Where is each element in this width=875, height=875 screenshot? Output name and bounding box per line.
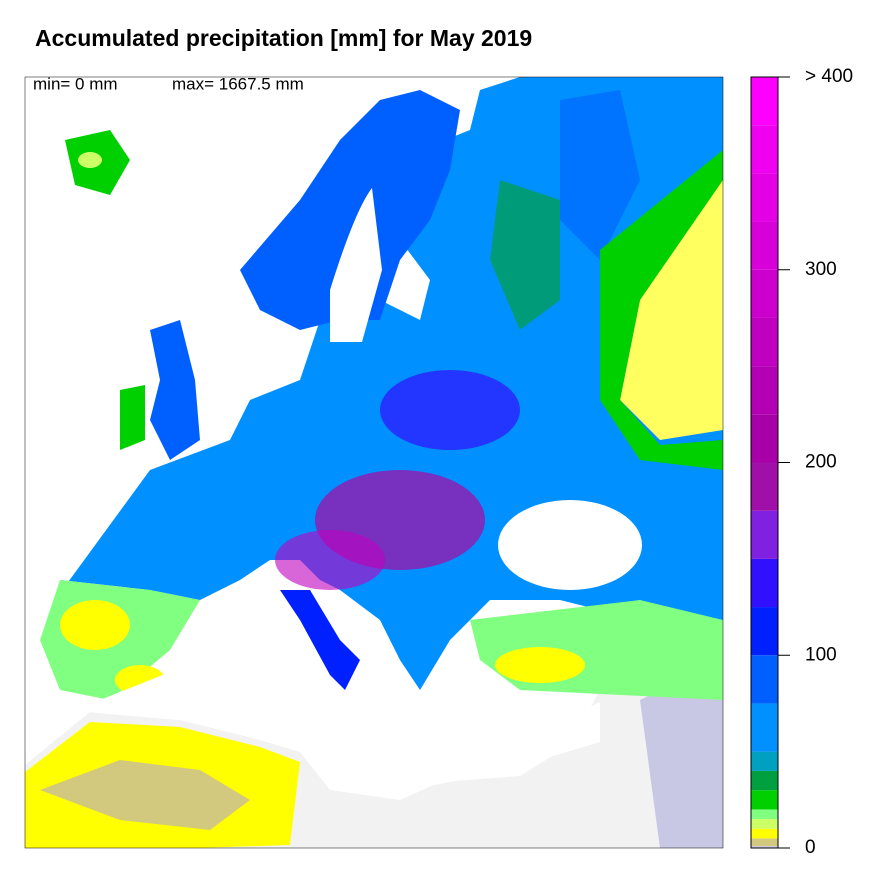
region-dry xyxy=(78,152,102,168)
color-bin xyxy=(751,828,778,839)
region-moderate xyxy=(600,150,723,470)
color-bin xyxy=(751,809,778,820)
sea-baltic xyxy=(330,188,382,342)
region-dry xyxy=(40,760,250,830)
color-bin xyxy=(751,655,778,704)
land-britain xyxy=(150,320,200,460)
tick-label: 300 xyxy=(805,259,837,280)
region-moderate xyxy=(490,180,560,330)
color-bin xyxy=(751,462,778,511)
min-label: min= 0 mm xyxy=(33,74,118,93)
tick-label: 0 xyxy=(805,837,816,858)
region-wet xyxy=(560,90,640,260)
color-bin xyxy=(751,77,778,126)
color-bin xyxy=(751,751,778,771)
color-bin xyxy=(751,414,778,463)
land-italy xyxy=(280,590,360,690)
color-bin xyxy=(751,558,778,608)
color-bin xyxy=(751,607,778,656)
color-bin xyxy=(751,269,778,318)
color-bin xyxy=(751,790,778,810)
color-bin xyxy=(751,317,778,367)
tick-label: 100 xyxy=(805,644,837,665)
color-bin xyxy=(751,510,778,559)
region-dry-east xyxy=(620,170,723,440)
title: Accumulated precipitation [mm] for May 2… xyxy=(35,25,532,51)
color-bin xyxy=(751,838,778,847)
max-label: max= 1667.5 mm xyxy=(172,74,304,93)
region-dry xyxy=(640,660,723,848)
sea-mediterranean xyxy=(85,625,600,792)
land-scandinavia xyxy=(240,90,460,330)
color-bin xyxy=(751,221,778,270)
color-bin xyxy=(751,703,778,752)
color-bin xyxy=(751,173,778,222)
region-very-wet xyxy=(275,530,385,590)
land-ireland xyxy=(120,385,145,450)
region-dry xyxy=(60,600,130,650)
tick-label: 200 xyxy=(805,452,837,473)
sea-black xyxy=(498,500,642,590)
region-dry xyxy=(495,647,585,683)
color-bin xyxy=(751,846,778,848)
color-bin xyxy=(751,366,778,415)
colorbar: 0 100 200 300 > 400 xyxy=(750,66,853,858)
region-wet xyxy=(380,370,520,450)
color-bin xyxy=(751,125,778,174)
map-frame xyxy=(24,76,724,849)
tick-label: > 400 xyxy=(805,66,853,87)
color-bin xyxy=(751,819,778,829)
color-bin xyxy=(751,770,778,791)
map xyxy=(24,76,724,849)
